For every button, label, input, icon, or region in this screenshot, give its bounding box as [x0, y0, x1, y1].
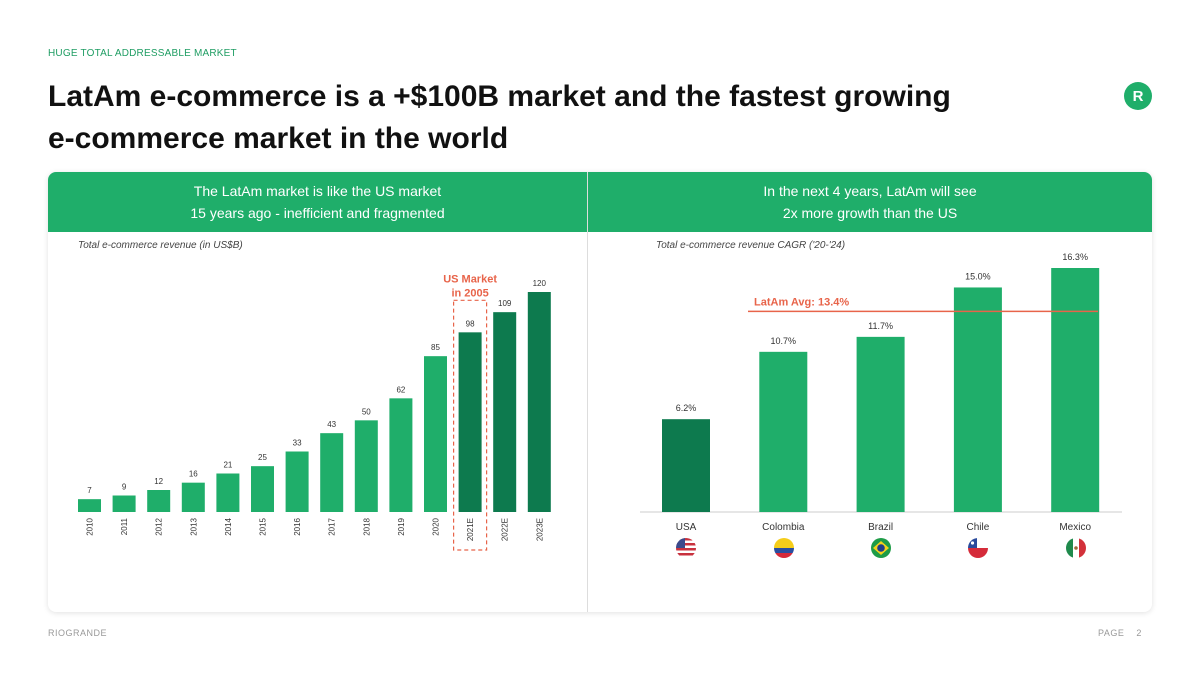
- revenue-bar: [78, 499, 101, 512]
- page-title-line-1: LatAm e-commerce is a +$100B market and …: [48, 80, 951, 113]
- revenue-bar: [493, 312, 517, 512]
- left-panel-header: The LatAm market is like the US market 1…: [48, 172, 587, 232]
- revenue-year-label: 2023E: [535, 518, 544, 541]
- right-header-line-1: In the next 4 years, LatAm will see: [763, 183, 977, 199]
- revenue-value-label: 43: [327, 420, 336, 429]
- left-header-line-2: 15 years ago - inefficient and fragmente…: [190, 205, 445, 221]
- revenue-value-label: 25: [258, 453, 267, 462]
- revenue-value-label: 98: [466, 319, 475, 328]
- revenue-bar: [458, 332, 482, 512]
- revenue-year-label: 2018: [362, 517, 371, 535]
- mexico-flag-icon: [1066, 538, 1086, 558]
- cagr-bar: [759, 351, 808, 512]
- revenue-year-label: 2012: [155, 517, 164, 535]
- cagr-bar: [1051, 268, 1100, 512]
- revenue-value-label: 7: [87, 486, 92, 495]
- cagr-value-label: 15.0%: [965, 271, 991, 281]
- cagr-country-label: USA: [676, 522, 697, 533]
- content-card: The LatAm market is like the US market 1…: [48, 172, 1152, 612]
- revenue-bar: [147, 490, 171, 512]
- panel-divider: [587, 172, 588, 612]
- revenue-year-label: 2010: [86, 517, 95, 535]
- revenue-value-label: 16: [189, 470, 198, 479]
- revenue-value-label: 21: [223, 461, 232, 470]
- cagr-bar: [662, 419, 710, 512]
- page-title: LatAm e-commerce is a +$100B market and …: [48, 76, 1048, 160]
- revenue-bar: [181, 482, 205, 512]
- latam-average-label: LatAm Avg: 13.4%: [754, 296, 849, 308]
- revenue-bar: [251, 466, 274, 512]
- us-2005-highlight-box: [453, 299, 488, 551]
- cagr-country-label: Colombia: [762, 522, 805, 533]
- right-panel-header: In the next 4 years, LatAm will see 2x m…: [588, 172, 1152, 232]
- chile-flag-icon: [968, 538, 988, 558]
- revenue-year-label: 2019: [397, 517, 406, 535]
- cagr-country-label: Mexico: [1059, 522, 1091, 533]
- brazil-flag-icon: [871, 538, 891, 558]
- revenue-bar: [320, 433, 344, 512]
- footer-brand: RIOGRANDE: [48, 628, 108, 638]
- revenue-value-label: 12: [154, 477, 163, 486]
- footer-page-number: 2: [1136, 628, 1142, 638]
- eyebrow-label: HUGE TOTAL ADDRESSABLE MARKET: [48, 48, 237, 59]
- revenue-bar: [285, 451, 309, 512]
- cagr-bar-chart: 6.2% USA 10.7% Colombia 11.7% Brazil 15.0% Chil…: [640, 252, 1122, 533]
- us-2005-callout-line-2: in 2005: [451, 287, 488, 299]
- revenue-bar: [389, 398, 413, 512]
- revenue-bar-chart: 7 2010 9 2011 12 2012 16 2013 21 2014 25 2015 33 2016…: [78, 273, 551, 551]
- revenue-value-label: 50: [362, 407, 371, 416]
- us-2005-callout-line-1: US Market: [443, 273, 497, 285]
- right-header-line-2: 2x more growth than the US: [782, 205, 958, 221]
- revenue-chart-title: Total e-commerce revenue (in US$B): [78, 240, 243, 251]
- revenue-bar: [354, 420, 378, 512]
- revenue-bar: [527, 292, 551, 512]
- revenue-value-label: 109: [498, 299, 512, 308]
- revenue-year-label: 2017: [328, 517, 337, 535]
- cagr-value-label: 10.7%: [771, 336, 797, 346]
- revenue-year-label: 2022E: [501, 518, 510, 541]
- revenue-bar: [216, 473, 240, 512]
- colombia-flag-icon: [774, 538, 794, 558]
- cagr-country-label: Chile: [967, 522, 990, 533]
- revenue-year-label: 2021E: [466, 518, 475, 541]
- revenue-value-label: 120: [533, 279, 547, 288]
- revenue-bar: [424, 356, 447, 512]
- revenue-year-label: 2011: [120, 517, 129, 535]
- revenue-year-label: 2014: [224, 517, 233, 535]
- revenue-value-label: 62: [396, 385, 405, 394]
- revenue-year-label: 2015: [259, 517, 268, 535]
- cagr-value-label: 16.3%: [1062, 252, 1088, 262]
- revenue-bar: [112, 495, 136, 512]
- left-header-line-1: The LatAm market is like the US market: [193, 183, 442, 199]
- revenue-value-label: 85: [431, 343, 440, 352]
- revenue-year-label: 2013: [189, 517, 198, 535]
- revenue-year-label: 2020: [432, 517, 441, 535]
- cagr-chart-title: Total e-commerce revenue CAGR ('20-'24): [656, 240, 846, 251]
- footer-page: PAGE 2: [1098, 628, 1142, 638]
- cagr-value-label: 11.7%: [868, 321, 893, 331]
- brand-logo-icon: R: [1124, 82, 1152, 110]
- cagr-bar: [856, 336, 905, 512]
- page-title-line-2: e-commerce market in the world: [48, 122, 509, 155]
- us-flag-icon: [676, 538, 696, 558]
- footer-page-label: PAGE: [1098, 628, 1125, 638]
- cagr-country-label: Brazil: [868, 522, 893, 533]
- cagr-bar: [953, 287, 1002, 512]
- cagr-value-label: 6.2%: [676, 403, 697, 413]
- revenue-year-label: 2016: [293, 517, 302, 535]
- revenue-value-label: 9: [122, 483, 127, 492]
- revenue-value-label: 33: [293, 439, 302, 448]
